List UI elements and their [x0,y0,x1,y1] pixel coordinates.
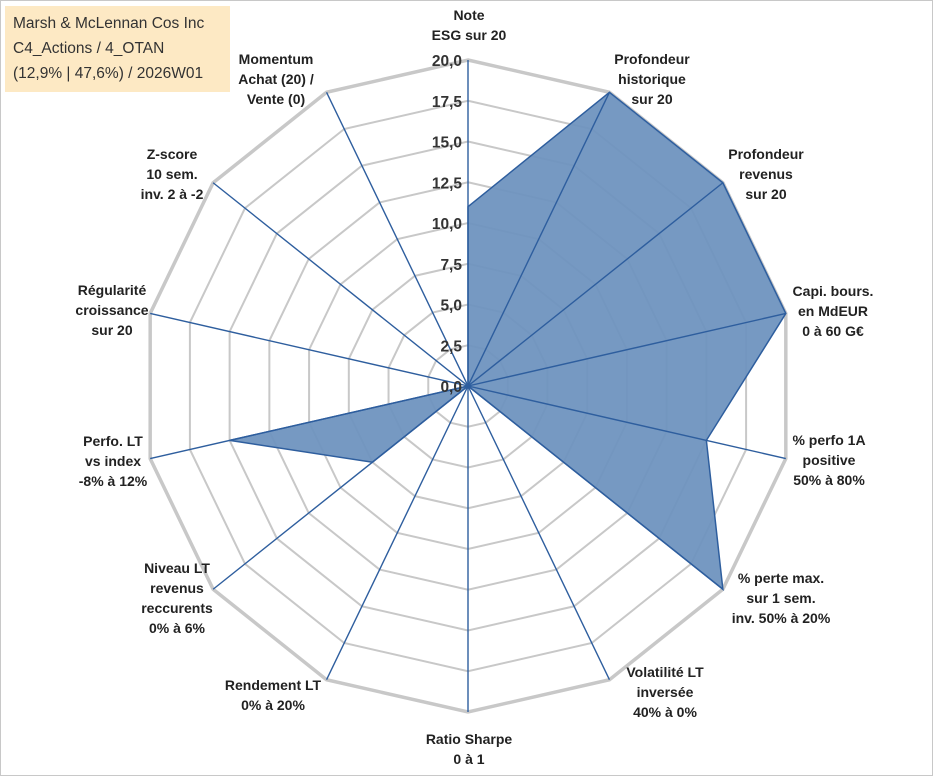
axis-label-12: Z-score 10 sem. inv. 2 à -2 [141,146,204,202]
axis-label-11: Régularité croissance sur 20 [75,282,148,338]
tick-label-4: 10,0 [432,216,462,233]
tick-label-5: 12,5 [432,175,463,192]
title-line-2: C4_Actions / 4_OTAN [13,40,165,57]
axis-spoke-3 [467,312,786,387]
tick-label-8: 20,0 [432,53,462,70]
axis-spoke-9 [212,385,469,590]
chart-title-box: Marsh & McLennan Cos Inc C4_Actions / 4_… [5,6,230,92]
axis-spoke-5 [467,385,724,590]
axis-spoke-12 [212,182,469,387]
tick-label-6: 15,0 [432,135,462,152]
axis-spoke-10 [150,385,469,460]
axis-spoke-6 [467,385,611,681]
axis-label-5: % perte max. sur 1 sem. inv. 50% à 20% [732,570,831,626]
tick-label-1: 2,5 [440,338,462,355]
axis-spoke-2 [467,182,724,387]
axis-label-2: Profondeur revenus sur 20 [728,146,804,202]
axis-label-1: Profondeur historique sur 20 [614,51,690,107]
axis-label-7: Ratio Sharpe 0 à 1 [426,731,513,767]
axis-label-10: Perfo. LT vs index -8% à 12% [79,433,148,489]
axis-spoke-13 [325,91,469,387]
axis-label-6: Volatilité LT inversée 40% à 0% [626,664,704,720]
tick-label-7: 17,5 [432,94,463,111]
tick-label-2: 5,0 [440,298,462,315]
axis-label-3: Capi. bours. en MdEUR 0 à 60 G€ [793,283,874,339]
axis-spoke-1 [467,91,611,387]
axis-spoke-8 [325,385,469,681]
axis-spoke-4 [467,385,786,460]
axis-label-4: % perfo 1A positive 50% à 80% [792,432,865,488]
title-line-3: (12,9% | 47,6%) / 2026W01 [13,65,204,82]
title-line-1: Marsh & McLennan Cos Inc [13,15,205,32]
tick-label-0: 0,0 [440,379,462,396]
axis-label-13: Momentum Achat (20) / Vente (0) [238,51,314,107]
tick-label-3: 7,5 [440,257,462,274]
axis-spoke-11 [150,312,469,387]
axis-label-8: Rendement LT 0% à 20% [225,677,322,713]
axis-label-9: Niveau LT revenus reccurents 0% à 6% [141,560,213,636]
axis-label-0: Note ESG sur 20 [432,7,507,43]
